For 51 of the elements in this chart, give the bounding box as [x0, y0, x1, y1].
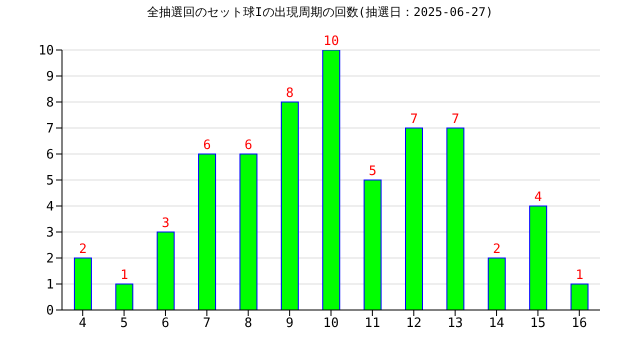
bar	[322, 50, 340, 310]
data-label: 4	[534, 190, 542, 205]
data-label: 6	[244, 138, 252, 153]
x-tick-label: 4	[78, 316, 87, 332]
bar	[115, 284, 134, 310]
bar	[156, 232, 175, 310]
x-tick-label: 12	[406, 316, 422, 332]
bar	[74, 258, 92, 310]
y-tick-label: 7	[46, 122, 54, 137]
data-label: 5	[368, 164, 377, 179]
x-tick-label: 13	[447, 316, 463, 332]
data-label: 1	[576, 268, 584, 283]
x-tick-label: 5	[120, 316, 128, 332]
y-tick-label: 4	[46, 200, 54, 215]
y-tick-label: 1	[46, 278, 54, 293]
bar	[446, 128, 464, 310]
bar	[404, 128, 423, 310]
bar	[239, 154, 258, 310]
x-tick-label: 11	[364, 316, 380, 332]
x-tick-label: 9	[286, 316, 294, 332]
data-label: 2	[79, 242, 87, 257]
y-tick-label: 8	[46, 96, 54, 111]
y-tick-label: 10	[38, 44, 54, 59]
x-tick-label: 14	[488, 316, 505, 332]
bar	[570, 284, 589, 310]
data-label: 1	[120, 268, 128, 283]
data-label: 10	[323, 34, 340, 49]
x-tick-label: 7	[202, 316, 211, 332]
bar	[488, 258, 506, 310]
bar	[364, 180, 382, 310]
bar	[198, 154, 216, 310]
data-label: 2	[492, 242, 501, 257]
data-label: 7	[451, 112, 460, 127]
y-tick-label: 6	[46, 148, 54, 163]
y-tick-label: 3	[46, 226, 54, 241]
x-tick-label: 6	[162, 316, 170, 332]
y-tick-label: 5	[46, 174, 54, 189]
y-tick-label: 2	[46, 252, 54, 267]
y-tick-label: 0	[46, 304, 54, 319]
x-tick-label: 16	[571, 316, 588, 332]
bar	[280, 102, 299, 310]
data-label: 7	[410, 112, 418, 127]
data-label: 6	[203, 138, 211, 153]
data-label: 8	[286, 86, 294, 101]
y-tick-label: 9	[46, 70, 54, 85]
x-tick-label: 8	[244, 316, 252, 332]
bar	[529, 206, 548, 310]
x-tick-label: 10	[323, 316, 339, 332]
x-tick-label: 15	[530, 316, 546, 332]
data-label: 3	[162, 216, 170, 231]
chart-title: 全抽選回のセット球Iの出現周期の回数(抽選日：2025-06-27)	[146, 4, 494, 21]
